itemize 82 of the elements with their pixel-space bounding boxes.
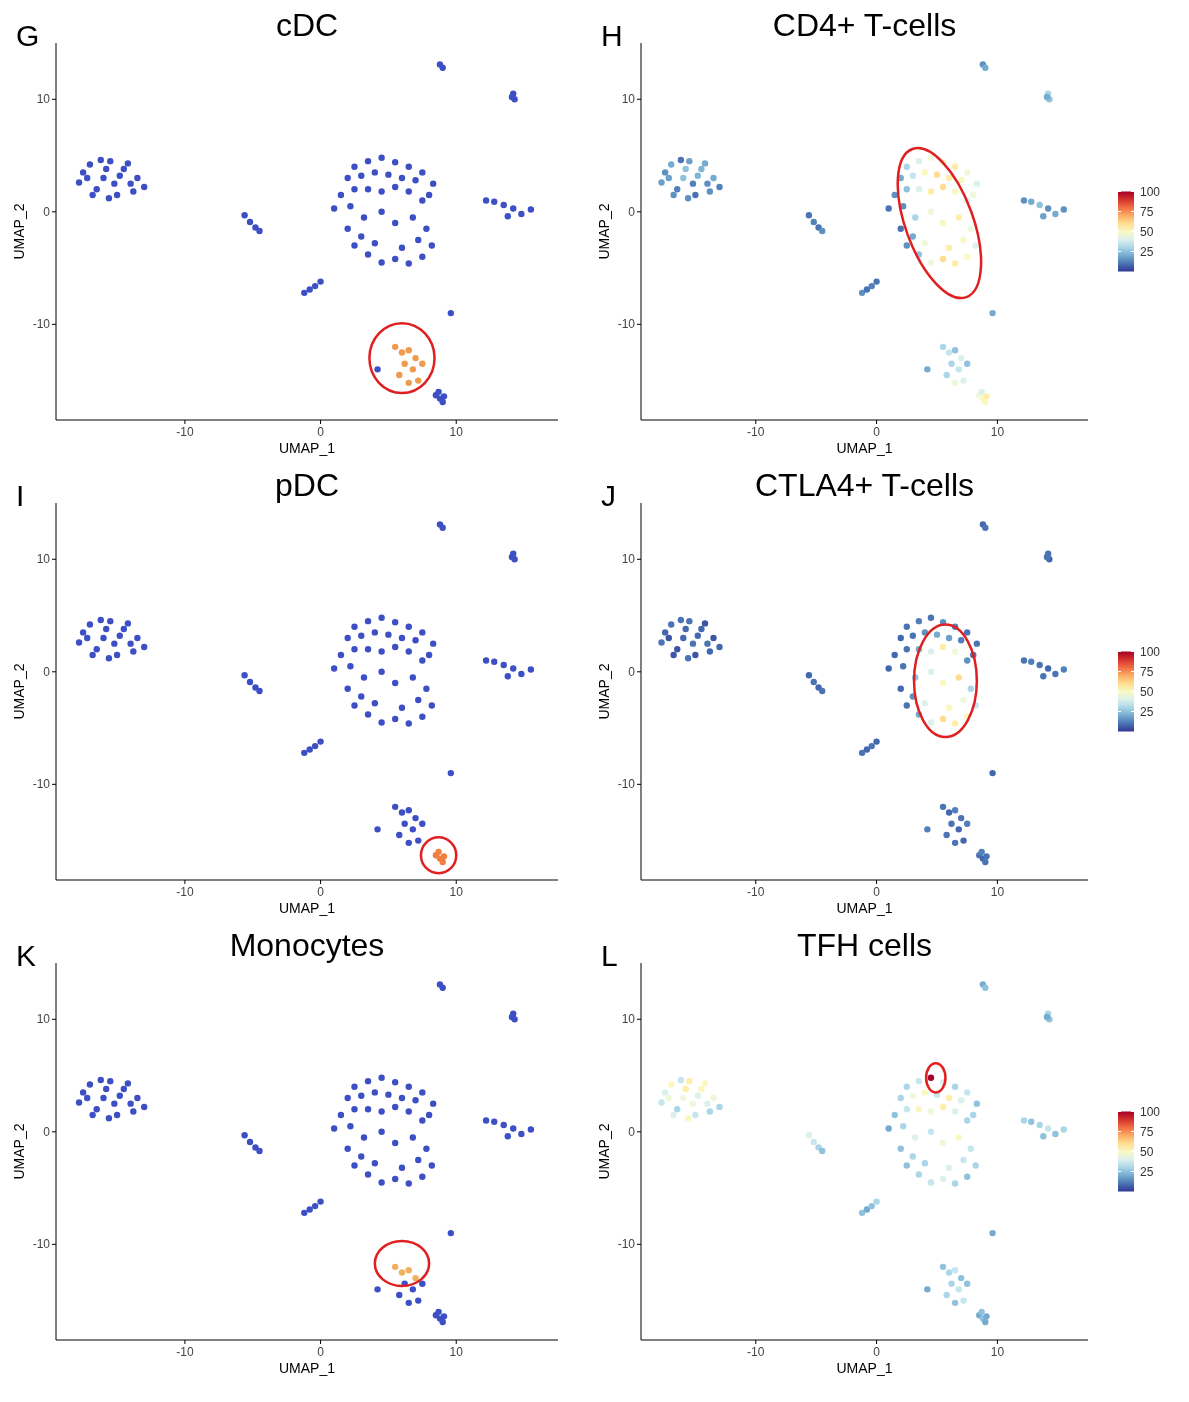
point	[419, 360, 426, 367]
x-tick-label: 10	[990, 885, 1005, 899]
y-tick-label: -10	[617, 317, 636, 332]
y-axis-title: UMAP_2	[11, 663, 27, 720]
y-tick-label: 0	[628, 204, 636, 219]
chart-title: CTLA4+ T-cells	[754, 467, 975, 503]
x-tick-label: 0	[873, 885, 881, 899]
text: L	[601, 939, 618, 972]
x-tick-label: 0	[317, 425, 325, 439]
x-axis-title: UMAP_1	[278, 900, 336, 916]
x-axis-title: UMAP_1	[836, 440, 893, 456]
y-tick-label: 0	[43, 204, 51, 219]
point	[412, 354, 419, 362]
point	[405, 379, 412, 387]
color-bar-label: 75	[1140, 664, 1154, 679]
x-tick-label: -10	[747, 885, 765, 899]
point	[415, 377, 422, 384]
x-axis-title: UMAP_1	[278, 1360, 336, 1376]
y-tick-label: 0	[628, 1124, 636, 1139]
color-bar-label: 50	[1140, 684, 1154, 699]
x-tick-label: -10	[176, 885, 194, 899]
y-tick-label: 10	[36, 1012, 51, 1027]
y-axis-title: UMAP_2	[596, 1123, 612, 1180]
y-axis-title: UMAP_2	[596, 203, 612, 260]
x-tick-label: 10	[990, 1345, 1005, 1359]
text: I	[16, 479, 25, 512]
point	[405, 347, 412, 354]
y-tick-label: -10	[617, 1237, 636, 1252]
y-tick-label: 10	[621, 92, 636, 107]
point	[396, 371, 403, 379]
x-tick-label: 10	[990, 425, 1005, 439]
y-tick-label: -10	[32, 1237, 51, 1252]
y-tick-label: -10	[32, 777, 51, 792]
x-tick-label: -10	[176, 1345, 194, 1359]
color-bar-label: 75	[1140, 204, 1154, 219]
color-bar-label: 25	[1140, 704, 1154, 719]
color-bar-label: 75	[1140, 1124, 1154, 1139]
x-tick-label: 10	[449, 885, 464, 899]
point	[398, 349, 406, 356]
y-axis-title: UMAP_2	[11, 1123, 27, 1180]
chart-title: Monocytes	[229, 927, 385, 963]
x-tick-label: -10	[747, 425, 765, 439]
point	[409, 366, 417, 373]
x-tick-label: 10	[449, 1345, 464, 1359]
y-tick-label: 10	[36, 92, 51, 107]
color-bar-label: 50	[1140, 1144, 1154, 1159]
y-tick-label: 10	[621, 552, 636, 567]
x-tick-label: 0	[317, 885, 325, 899]
chart-title: pDC	[274, 467, 340, 503]
color-bar-label: 100	[1140, 1104, 1161, 1119]
y-tick-label: 10	[36, 552, 51, 567]
x-tick-label: 10	[449, 425, 464, 439]
x-tick-label: 0	[873, 1345, 881, 1359]
x-tick-label: -10	[176, 425, 194, 439]
y-axis-title: UMAP_2	[11, 203, 27, 260]
color-bar-label: 100	[1140, 644, 1161, 659]
chart-title: TFH cells	[796, 927, 933, 963]
y-tick-label: 0	[628, 664, 636, 679]
y-tick-label: 0	[43, 664, 51, 679]
color-bar-label: 50	[1140, 224, 1154, 239]
y-tick-label: 0	[43, 1124, 51, 1139]
text: K	[16, 939, 37, 972]
text: J	[601, 479, 616, 512]
y-axis-title: UMAP_2	[596, 663, 612, 720]
x-tick-label: -10	[747, 1345, 765, 1359]
x-tick-label: 0	[873, 425, 881, 439]
text: G	[16, 19, 40, 52]
color-bar-label: 25	[1140, 1164, 1154, 1179]
chart-title: cDC	[275, 7, 339, 43]
y-tick-label: -10	[617, 777, 636, 792]
color-bar-label: 25	[1140, 244, 1154, 259]
y-tick-label: 10	[621, 1012, 636, 1027]
chart-title: CD4+ T-cells	[772, 7, 957, 43]
x-axis-title: UMAP_1	[836, 900, 893, 916]
point	[391, 343, 399, 351]
x-axis-title: UMAP_1	[836, 1360, 893, 1376]
y-tick-label: -10	[32, 317, 51, 332]
x-tick-label: 0	[317, 1345, 325, 1359]
text: H	[601, 19, 623, 52]
x-axis-title: UMAP_1	[278, 440, 336, 456]
point	[401, 360, 408, 367]
color-bar-label: 100	[1140, 184, 1161, 199]
